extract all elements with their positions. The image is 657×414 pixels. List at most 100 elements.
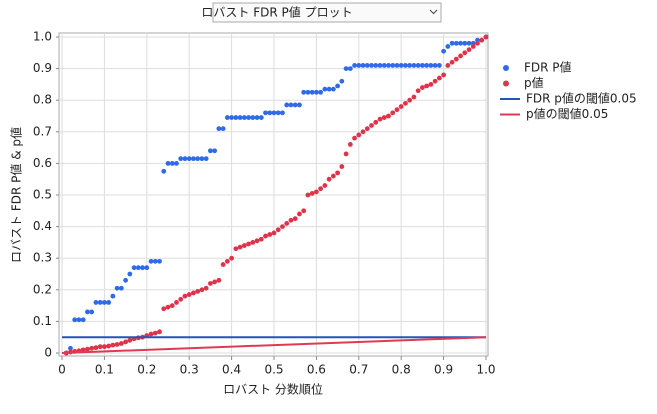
data-point: [152, 258, 158, 264]
data-point: [284, 221, 290, 226]
dropdown-arrow: [429, 9, 438, 15]
data-point: [250, 115, 256, 120]
data-point: [93, 300, 99, 305]
data-point: [390, 63, 396, 68]
data-point: [288, 217, 294, 223]
data-point: [356, 63, 362, 68]
data-point: [462, 50, 468, 56]
data-point: [254, 238, 260, 244]
data-point: [140, 265, 145, 271]
data-point: [479, 37, 485, 43]
data-point: [377, 63, 383, 68]
data-point: [339, 164, 345, 169]
data-point: [352, 63, 357, 68]
data-point: [403, 100, 408, 106]
data-point: [199, 156, 205, 162]
data-point: [280, 224, 285, 230]
data-point: [199, 287, 205, 293]
data-point: [267, 110, 273, 116]
data-point: [347, 66, 353, 71]
title-dropdown[interactable]: [212, 2, 442, 23]
data-point: [335, 83, 340, 89]
data-point: [123, 277, 128, 283]
data-point: [420, 85, 425, 90]
data-point: [148, 258, 154, 264]
y-tick-label: 0.2: [33, 282, 52, 296]
data-point: [411, 63, 417, 68]
y-tick-label: 0.9: [33, 61, 52, 75]
legend-label: FDR P値: [524, 60, 572, 75]
data-point: [203, 285, 209, 291]
data-point: [258, 236, 264, 242]
data-point: [157, 258, 162, 264]
data-point: [80, 317, 86, 323]
data-point: [369, 123, 374, 128]
data-point: [458, 53, 463, 59]
data-point: [144, 265, 150, 271]
x-tick-label: 0.3: [180, 363, 199, 377]
data-point: [432, 63, 438, 68]
data-point: [432, 78, 438, 84]
data-point: [449, 59, 455, 65]
data-point: [301, 208, 307, 214]
legend-swatch: [503, 80, 509, 87]
data-point: [309, 89, 315, 95]
data-point: [114, 342, 120, 347]
data-point: [322, 183, 328, 188]
data-point: [102, 344, 107, 350]
data-point: [441, 48, 446, 54]
data-point: [318, 186, 324, 192]
data-point: [161, 168, 167, 174]
data-point: [347, 142, 353, 147]
data-point: [174, 161, 179, 166]
data-point: [186, 292, 192, 297]
data-point: [178, 156, 184, 162]
data-point: [203, 156, 209, 162]
data-point: [407, 63, 413, 68]
data-point: [169, 161, 175, 166]
data-point: [318, 89, 324, 95]
data-point: [330, 86, 336, 92]
data-point: [110, 342, 116, 348]
y-tick-label: 0.1: [33, 314, 52, 328]
data-point: [208, 281, 213, 286]
data-point: [326, 86, 332, 92]
data-point: [195, 156, 201, 162]
data-point: [356, 132, 362, 138]
data-point: [220, 126, 226, 132]
data-point: [398, 104, 404, 109]
data-point: [233, 246, 239, 252]
data-point: [301, 89, 307, 95]
y-tick-label: 0: [44, 346, 52, 360]
data-point: [246, 115, 251, 120]
data-point: [237, 115, 243, 120]
data-point: [428, 82, 434, 87]
data-point: [241, 243, 247, 248]
data-point: [216, 126, 222, 132]
data-point: [89, 309, 95, 315]
data-point: [322, 86, 328, 92]
data-point: [110, 293, 116, 299]
data-point: [97, 344, 103, 350]
data-point: [118, 285, 124, 291]
data-point: [314, 189, 319, 195]
data-point: [386, 113, 391, 119]
x-tick-label: 0.8: [392, 363, 411, 377]
data-point: [309, 191, 315, 196]
data-point: [280, 110, 285, 116]
data-point: [254, 115, 260, 120]
data-point: [216, 277, 222, 283]
legend-label: p値の閾値0.05: [526, 106, 608, 121]
data-point: [466, 40, 472, 46]
x-tick-label: 0: [58, 363, 66, 377]
data-point: [165, 304, 171, 310]
data-point: [470, 44, 476, 49]
data-point: [178, 296, 184, 302]
data-point: [420, 63, 425, 68]
data-point: [89, 345, 95, 351]
x-tick-label: 0.9: [434, 363, 453, 377]
data-point: [102, 300, 107, 305]
data-point: [445, 44, 451, 49]
data-point: [415, 88, 421, 94]
